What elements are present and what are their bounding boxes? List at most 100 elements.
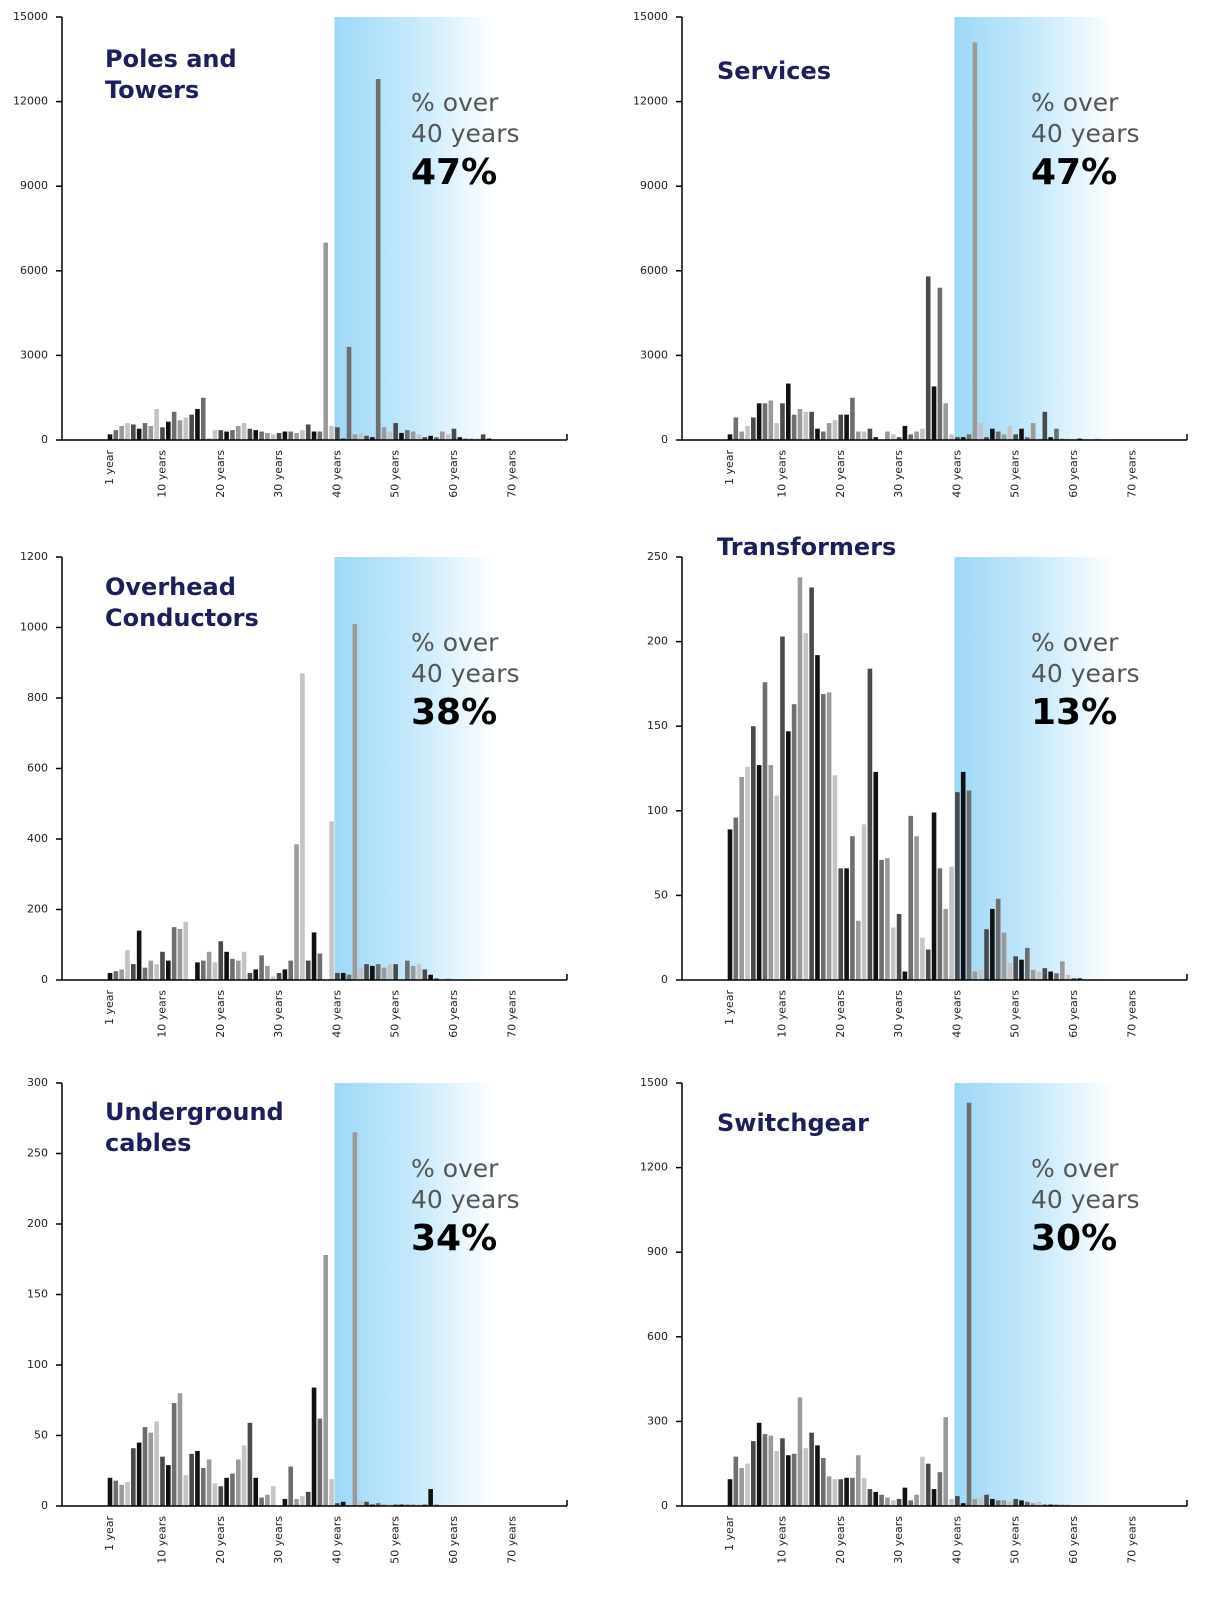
chart-title: Towers xyxy=(105,76,199,104)
x-tick-label: 10 years xyxy=(775,1516,788,1564)
x-tick-label: 50 years xyxy=(1009,990,1022,1038)
bar xyxy=(885,432,890,440)
bar xyxy=(815,1445,820,1506)
bar xyxy=(955,792,960,980)
y-tick-label: 12000 xyxy=(633,95,668,108)
y-tick-label: 800 xyxy=(27,691,48,704)
bar xyxy=(283,969,288,980)
bar xyxy=(125,423,130,440)
bar xyxy=(803,1448,808,1506)
bar xyxy=(393,964,398,980)
bar xyxy=(347,975,352,980)
bar xyxy=(780,1438,785,1506)
bar xyxy=(154,409,159,440)
bar xyxy=(1043,412,1048,440)
bar xyxy=(745,767,750,980)
bar xyxy=(792,415,797,440)
bar xyxy=(914,836,919,980)
bar xyxy=(166,422,171,440)
y-tick-label: 100 xyxy=(647,804,668,817)
bar xyxy=(774,423,779,440)
x-tick-label: 20 years xyxy=(214,990,227,1038)
bar xyxy=(329,1479,334,1506)
bar xyxy=(1008,426,1013,440)
bar xyxy=(844,415,849,440)
bar xyxy=(809,412,814,440)
bar xyxy=(253,969,258,980)
bar xyxy=(891,434,896,440)
bar xyxy=(143,423,148,440)
bar xyxy=(803,412,808,440)
x-tick-label: 10 years xyxy=(155,450,168,498)
x-tick-label: 30 years xyxy=(892,990,905,1038)
bar xyxy=(172,412,177,440)
x-tick-label: 60 years xyxy=(447,990,460,1038)
y-tick-label: 200 xyxy=(647,635,668,648)
chart-panel: 030006000900012000150001 year10 years20 … xyxy=(13,10,567,498)
bar xyxy=(137,931,142,980)
bar xyxy=(815,655,820,980)
bar xyxy=(189,1454,194,1506)
y-tick-label: 300 xyxy=(647,1414,668,1427)
bar xyxy=(335,427,340,440)
bar xyxy=(242,952,247,980)
bar xyxy=(932,812,937,980)
bar xyxy=(183,922,188,980)
bar xyxy=(265,966,270,980)
annotation-value: 30% xyxy=(1031,1218,1117,1259)
bar xyxy=(423,969,428,980)
y-tick-label: 1200 xyxy=(640,1161,668,1174)
x-tick-label: 10 years xyxy=(155,990,168,1038)
bar xyxy=(938,868,943,980)
bar xyxy=(1048,972,1053,980)
bar xyxy=(259,955,264,980)
bar xyxy=(774,796,779,980)
y-tick-label: 0 xyxy=(41,973,48,986)
bar xyxy=(728,1479,733,1506)
bar xyxy=(388,432,393,440)
y-tick-label: 200 xyxy=(27,1217,48,1230)
bar xyxy=(329,821,334,980)
bar xyxy=(973,42,978,440)
bar xyxy=(955,1496,960,1506)
x-tick-label: 1 year xyxy=(103,1516,116,1552)
x-tick-label: 40 years xyxy=(330,990,343,1038)
bar xyxy=(943,1417,948,1506)
y-tick-label: 0 xyxy=(661,1499,668,1512)
bar xyxy=(405,430,410,440)
bar xyxy=(990,429,995,440)
x-tick-label: 1 year xyxy=(723,450,736,486)
bar xyxy=(850,836,855,980)
bar xyxy=(879,1495,884,1506)
y-tick-label: 0 xyxy=(41,1499,48,1512)
bar xyxy=(393,423,398,440)
bar xyxy=(306,424,311,440)
bar xyxy=(178,1393,183,1506)
bar xyxy=(417,964,422,980)
x-tick-label: 30 years xyxy=(272,450,285,498)
x-tick-label: 60 years xyxy=(1067,1516,1080,1564)
bar xyxy=(218,430,223,440)
bar xyxy=(230,1474,235,1506)
bar xyxy=(751,1441,756,1506)
bar xyxy=(984,929,989,980)
bar xyxy=(376,964,381,980)
bar xyxy=(236,426,241,440)
x-tick-label: 50 years xyxy=(389,1516,402,1564)
x-tick-label: 30 years xyxy=(892,450,905,498)
bar xyxy=(382,427,387,440)
bar xyxy=(862,1478,867,1506)
chart-title: Overhead xyxy=(105,573,236,601)
highlight-band xyxy=(954,1083,1114,1506)
x-tick-label: 20 years xyxy=(214,1516,227,1564)
bar xyxy=(300,1496,305,1506)
annotation-value: 47% xyxy=(411,152,497,193)
bar xyxy=(850,1478,855,1506)
bar xyxy=(1031,423,1036,440)
bar xyxy=(294,1499,299,1506)
chart-title: cables xyxy=(105,1129,191,1157)
bar xyxy=(739,777,744,980)
y-tick-label: 6000 xyxy=(640,264,668,277)
bar xyxy=(213,962,218,980)
y-tick-label: 150 xyxy=(647,719,668,732)
